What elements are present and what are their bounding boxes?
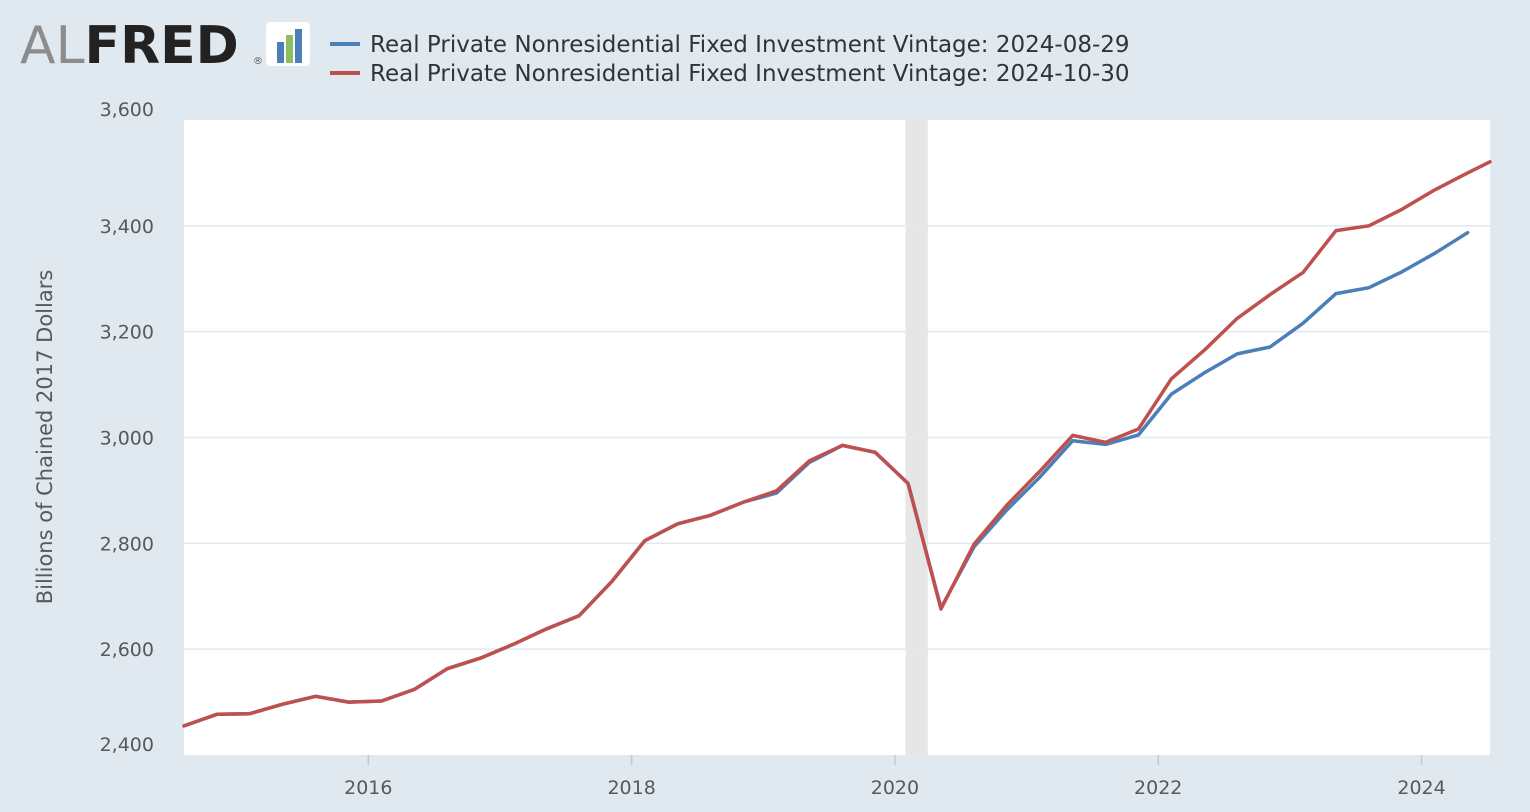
x-tick-label: 2020	[871, 777, 919, 799]
series-line-2[interactable]	[182, 160, 1492, 728]
y-tick-label: 3,400	[100, 216, 154, 238]
x-axis-ticks: 2016 2018 2020 2022 2024	[344, 755, 1446, 799]
gridlines	[184, 225, 1490, 650]
y-tick-label: 2,800	[100, 533, 154, 555]
logo-al-text: ALFRED	[20, 16, 239, 76]
y-tick-label: 3,600	[100, 99, 154, 121]
y-tick-label: 3,000	[100, 428, 154, 450]
y-tick-label: 3,200	[100, 322, 154, 344]
y-axis-label: Billions of Chained 2017 Dollars	[33, 270, 57, 605]
bar-chart-icon	[266, 22, 310, 66]
x-tick-label: 2022	[1134, 777, 1182, 799]
logo-registered-mark: ®	[253, 56, 263, 67]
y-axis-ticks: 2,400 2,600 2,800 3,000 3,200 3,400 3,600	[100, 99, 154, 756]
logo-fred: FRED	[85, 16, 239, 76]
x-tick-label: 2024	[1397, 777, 1445, 799]
legend: Real Private Nonresidential Fixed Invest…	[330, 32, 1130, 87]
legend-item-series-1[interactable]: Real Private Nonresidential Fixed Invest…	[330, 32, 1130, 58]
y-tick-label: 2,400	[100, 734, 154, 756]
legend-label-series-2: Real Private Nonresidential Fixed Invest…	[370, 61, 1130, 87]
alfred-logo[interactable]: ALFRED ®	[20, 16, 310, 76]
x-tick-label: 2018	[607, 777, 655, 799]
x-tick-label: 2016	[344, 777, 392, 799]
legend-label-series-1: Real Private Nonresidential Fixed Invest…	[370, 32, 1130, 58]
legend-item-series-2[interactable]: Real Private Nonresidential Fixed Invest…	[330, 61, 1130, 87]
series-lines	[182, 160, 1492, 728]
logo-al: AL	[20, 16, 85, 76]
y-tick-label: 2,600	[100, 639, 154, 661]
